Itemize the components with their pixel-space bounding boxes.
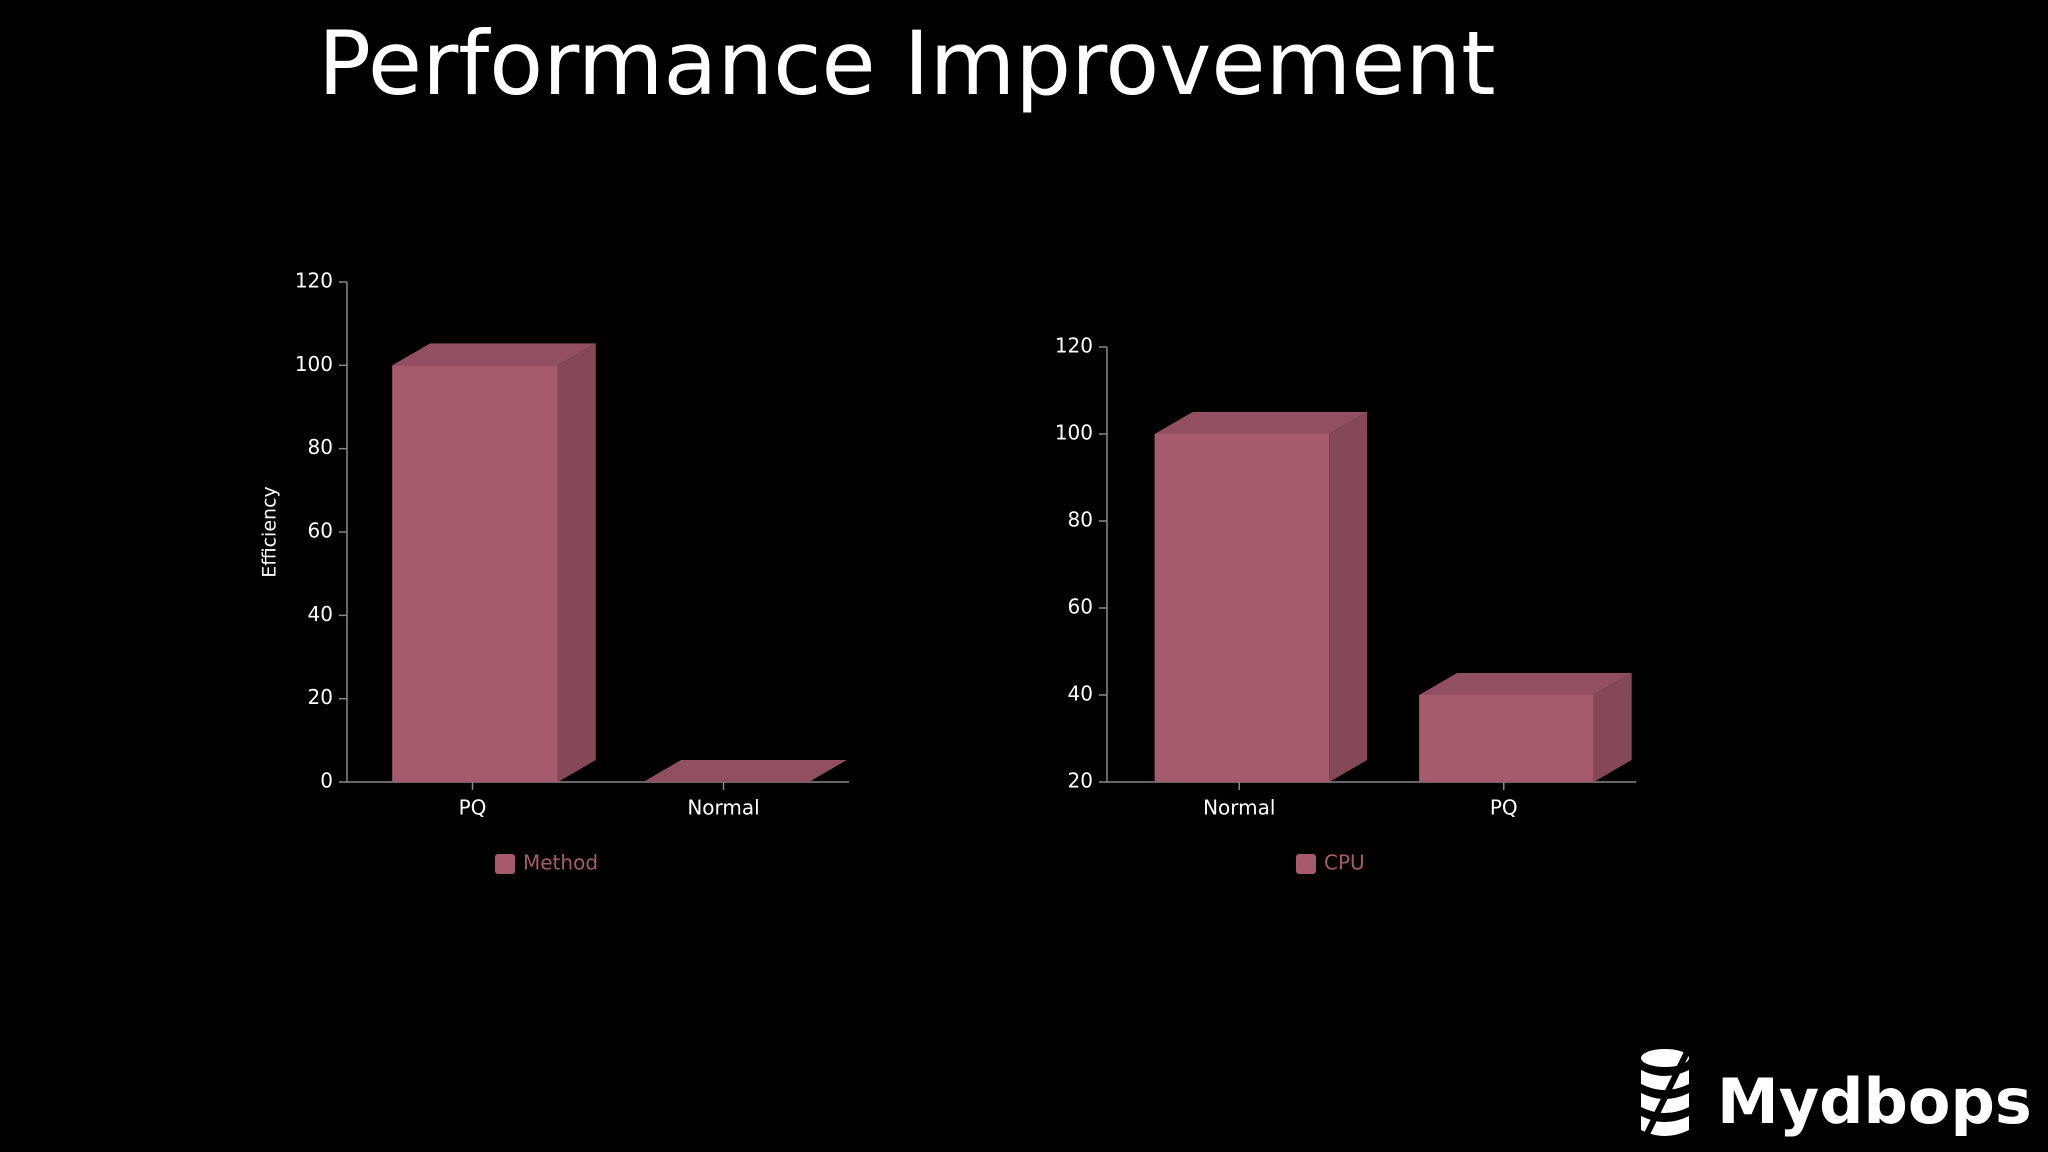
bar [1154, 434, 1330, 782]
legend-label: Method [523, 851, 598, 875]
bar [1419, 695, 1594, 782]
y-tick-label: 40 [308, 602, 333, 626]
y-tick-label: 60 [308, 519, 333, 543]
bar-top [1154, 412, 1368, 434]
y-tick-label: 100 [295, 352, 333, 376]
y-axis-label: Efficiency [259, 486, 281, 578]
slide-title: Performance Improvement [318, 12, 1496, 115]
bar-top [643, 760, 847, 782]
y-tick-label: 0 [320, 769, 333, 793]
bar-side [1329, 412, 1368, 782]
y-tick-label: 120 [295, 269, 333, 293]
bar-top [392, 343, 596, 366]
x-tick-label: PQ [459, 796, 487, 820]
bar-side [1593, 673, 1632, 782]
bar [392, 365, 558, 782]
logo-text: Mydbops [1717, 1065, 2032, 1138]
y-tick-label: 20 [1068, 769, 1093, 793]
y-tick-label: 60 [1068, 595, 1093, 619]
y-tick-label: 40 [1068, 682, 1093, 706]
logo-icon [1641, 1044, 1693, 1138]
y-tick-label: 80 [1068, 508, 1093, 532]
legend-swatch [495, 854, 515, 874]
y-tick-label: 20 [308, 685, 333, 709]
y-tick-label: 80 [308, 435, 333, 459]
y-tick-label: 100 [1055, 421, 1093, 445]
x-tick-label: PQ [1490, 796, 1518, 820]
x-tick-label: Normal [687, 796, 759, 820]
bar-side [557, 343, 596, 782]
x-tick-label: Normal [1203, 796, 1275, 820]
y-tick-label: 120 [1055, 334, 1093, 358]
legend-swatch [1296, 854, 1316, 874]
legend-label: CPU [1324, 851, 1365, 875]
bar-top [1419, 673, 1632, 695]
